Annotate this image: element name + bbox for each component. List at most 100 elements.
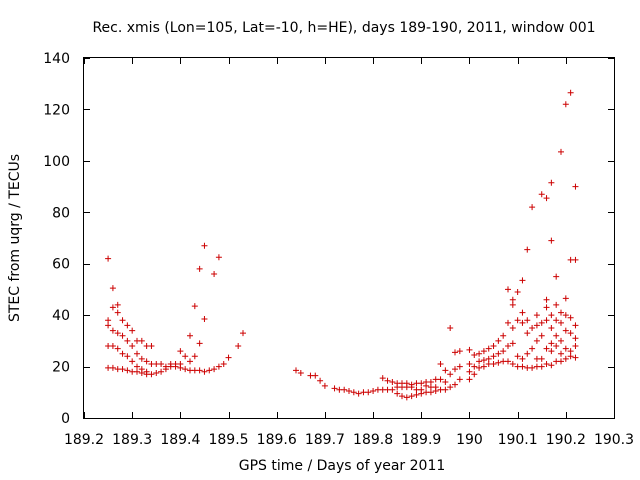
x-tick-label: 189.7	[305, 432, 345, 448]
data-point	[447, 384, 454, 391]
data-point	[350, 389, 357, 396]
data-point	[562, 101, 569, 108]
data-point	[495, 359, 502, 366]
data-point	[119, 332, 126, 339]
data-point	[119, 366, 126, 373]
data-point	[196, 340, 203, 347]
data-points	[105, 89, 579, 401]
data-point	[476, 350, 483, 357]
data-point	[490, 361, 497, 367]
data-point	[418, 380, 425, 387]
data-point	[215, 363, 222, 370]
data-point	[485, 345, 492, 352]
data-point	[514, 353, 521, 360]
data-point	[505, 358, 511, 365]
data-point	[341, 386, 348, 393]
x-tick-label: 189.3	[112, 432, 152, 448]
data-point	[572, 183, 579, 190]
data-point	[548, 340, 555, 347]
data-point	[495, 337, 502, 344]
data-point	[553, 332, 560, 339]
data-point	[129, 327, 136, 334]
data-point	[558, 148, 564, 155]
data-point	[548, 325, 555, 331]
data-point	[466, 346, 473, 353]
data-point	[427, 389, 434, 396]
x-axis-label: GPS time / Days of year 2011	[239, 458, 446, 474]
data-point	[331, 385, 338, 392]
data-point	[109, 343, 116, 349]
data-point	[567, 353, 574, 360]
data-point	[543, 361, 550, 367]
data-point	[485, 355, 492, 362]
data-point	[346, 388, 352, 394]
data-point	[124, 353, 131, 360]
data-point	[124, 337, 131, 344]
data-point	[543, 296, 550, 303]
data-point	[509, 340, 516, 347]
data-point	[543, 195, 550, 202]
data-point	[529, 364, 536, 371]
data-point	[533, 312, 540, 319]
data-point	[476, 364, 483, 371]
data-point	[471, 363, 478, 370]
data-point	[177, 364, 184, 371]
data-point	[437, 361, 444, 367]
data-point	[538, 363, 545, 370]
data-point	[543, 304, 550, 311]
data-point	[567, 330, 574, 337]
x-tick-label: 190.3	[594, 432, 634, 448]
data-point	[514, 317, 521, 324]
data-point	[572, 335, 579, 342]
data-point	[177, 348, 184, 355]
data-point	[158, 361, 165, 367]
data-point	[490, 353, 497, 360]
data-point	[114, 309, 121, 316]
data-point	[562, 355, 569, 362]
data-point	[567, 314, 574, 321]
data-point	[471, 371, 478, 378]
y-tick-label: 80	[52, 205, 70, 221]
data-point	[158, 368, 165, 375]
data-point	[500, 348, 507, 355]
data-point	[399, 393, 405, 400]
data-point	[105, 317, 112, 324]
data-point	[187, 358, 193, 365]
data-point	[466, 361, 473, 367]
data-point	[109, 364, 116, 371]
data-point	[553, 343, 560, 349]
data-point	[553, 317, 560, 324]
data-point	[452, 349, 458, 356]
data-point	[211, 366, 218, 373]
data-point	[519, 277, 526, 284]
data-point	[119, 317, 126, 324]
data-point	[129, 358, 136, 365]
data-point	[524, 317, 531, 324]
data-point	[548, 237, 555, 244]
data-point	[509, 325, 516, 331]
data-point	[538, 332, 545, 339]
data-point	[201, 368, 208, 375]
data-point	[456, 348, 463, 355]
data-point	[114, 330, 121, 337]
data-point	[543, 345, 550, 352]
data-point	[211, 271, 218, 277]
x-tick-label: 190	[456, 432, 483, 448]
data-point	[105, 322, 112, 329]
data-point	[490, 343, 497, 349]
data-point	[500, 332, 507, 339]
data-point	[403, 380, 410, 387]
data-point	[432, 384, 439, 391]
data-point	[134, 368, 140, 375]
data-point	[480, 357, 487, 364]
data-point	[317, 377, 324, 384]
plot-frame	[83, 57, 615, 419]
x-tick-label: 189.9	[401, 432, 441, 448]
data-point	[389, 386, 396, 393]
data-point	[394, 390, 401, 397]
data-point	[379, 375, 386, 382]
data-point	[495, 350, 502, 357]
data-point	[355, 390, 362, 397]
data-point	[562, 345, 569, 352]
y-axis-ticks: 0 20 40 60 80 100 120 140	[43, 51, 614, 427]
